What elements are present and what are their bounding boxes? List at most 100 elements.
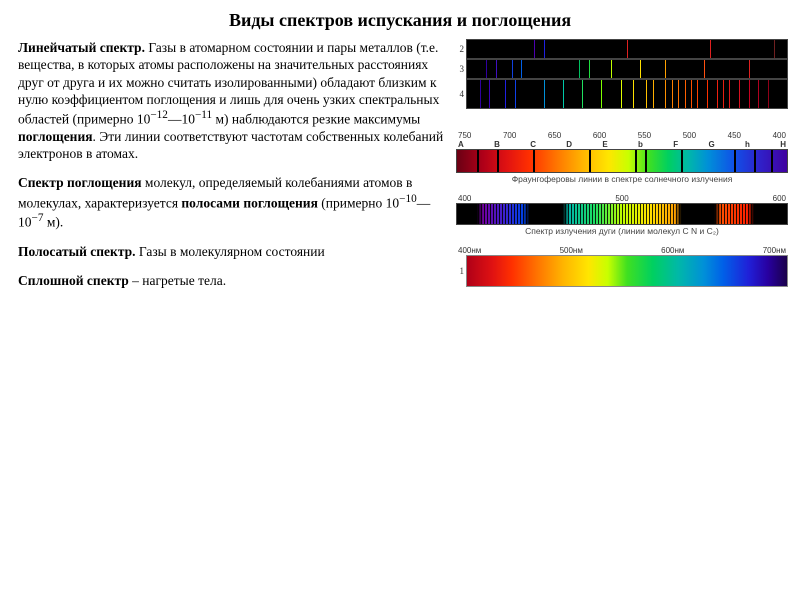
axis-label: 700 xyxy=(503,131,516,140)
spectral-line xyxy=(672,80,673,108)
spectral-line xyxy=(710,40,711,58)
band-spectrum-block: 400 500 600 Спектр излучения дуги (линии м… xyxy=(456,194,788,240)
fraunhofer-letter: b xyxy=(638,140,643,149)
spectral-line xyxy=(717,80,718,108)
axis-label: 400нм xyxy=(458,246,481,255)
spectral-line xyxy=(579,60,580,78)
fraunhofer-letter: F xyxy=(673,140,678,149)
absorption-line xyxy=(681,150,683,172)
axis-label: 600 xyxy=(773,194,786,203)
fraunhofer-letter: G xyxy=(708,140,714,149)
emission-spectrum-row: 4 xyxy=(456,79,788,109)
spectral-line xyxy=(480,80,481,108)
spectral-line xyxy=(691,80,692,108)
spectral-line xyxy=(665,60,666,78)
spectral-line xyxy=(633,80,634,108)
content-row: Линейчатый спектр. Газы в атомарном сост… xyxy=(0,31,800,302)
spectral-line xyxy=(601,80,602,108)
para-line-spectrum: Линейчатый спектр. Газы в атомарном сост… xyxy=(18,39,450,162)
spectral-line xyxy=(653,80,654,108)
emission-spectrum-row: 3 xyxy=(456,59,788,79)
band-caption: Спектр излучения дуги (линии молекул C N… xyxy=(456,226,788,236)
absorption-line xyxy=(533,150,535,172)
spectral-line xyxy=(729,80,730,108)
fraunhofer-letter-axis: ABCDEbFGhH xyxy=(456,140,788,149)
absorption-line xyxy=(589,150,591,172)
absorption-line xyxy=(477,150,479,172)
spectral-line xyxy=(685,80,686,108)
spectral-line xyxy=(749,80,750,108)
emission-spectrum-bar xyxy=(466,59,788,79)
emission-spectra-group: 2 3 4 xyxy=(456,39,788,109)
axis-label: 750 xyxy=(458,131,471,140)
spectral-line xyxy=(627,40,628,58)
spectral-line xyxy=(611,60,612,78)
spectral-line xyxy=(582,80,583,108)
spectral-line xyxy=(707,80,708,108)
axis-label: 600 xyxy=(593,131,606,140)
absorption-line xyxy=(771,150,773,172)
continuous-wavelength-axis: 400нм500нм600нм700нм xyxy=(456,246,788,255)
axis-label: 550 xyxy=(638,131,651,140)
fraunhofer-wavelength-axis: 750 700 650 600 550 500 450 400 xyxy=(456,131,788,140)
spectral-line xyxy=(768,80,769,108)
spectral-line xyxy=(544,40,545,58)
emission-spectrum-bar xyxy=(466,39,788,59)
fraunhofer-letter: A xyxy=(458,140,464,149)
band-spectrum-bar xyxy=(456,203,788,225)
continuous-spectrum-bar xyxy=(466,255,788,287)
fraunhofer-letter: E xyxy=(602,140,607,149)
spectral-line xyxy=(704,60,705,78)
fraunhofer-letter: B xyxy=(494,140,500,149)
absorption-line xyxy=(754,150,756,172)
para-band-spectrum: Полосатый спектр. Газы в молекулярном со… xyxy=(18,243,450,260)
spectral-line xyxy=(646,80,647,108)
spectral-line xyxy=(489,80,490,108)
spectral-line xyxy=(640,60,641,78)
axis-label: 500 xyxy=(615,194,628,203)
emission-spectrum-bar xyxy=(466,79,788,109)
spectral-line xyxy=(486,60,487,78)
fraunhofer-letter: h xyxy=(745,140,750,149)
spectral-line xyxy=(505,80,506,108)
spectral-line xyxy=(665,80,666,108)
absorption-line xyxy=(497,150,499,172)
axis-label: 400 xyxy=(773,131,786,140)
spectral-line xyxy=(749,60,750,78)
page-title: Виды спектров испускания и поглощения xyxy=(0,0,800,31)
fraunhofer-spectrum-bar xyxy=(456,149,788,173)
spectral-line xyxy=(544,80,545,108)
axis-label: 500 xyxy=(683,131,696,140)
axis-label: 700нм xyxy=(763,246,786,255)
spectral-line xyxy=(758,80,759,108)
axis-label: 500нм xyxy=(560,246,583,255)
spectral-line xyxy=(563,80,564,108)
continuous-spectrum-block: 400нм500нм600нм700нм 1 xyxy=(456,246,788,287)
spectral-line xyxy=(496,60,497,78)
spectral-line xyxy=(774,40,775,58)
text-column: Линейчатый спектр. Газы в атомарном сост… xyxy=(18,39,450,302)
axis-label: 650 xyxy=(548,131,561,140)
fraunhofer-block: 750700650600550500450400 ABCDEbFGhH Фрау… xyxy=(456,131,788,188)
spectral-line xyxy=(512,60,513,78)
emission-spectrum-number: 2 xyxy=(456,44,466,54)
fraunhofer-caption: Фраунгоферовы линии в спектре солнечного… xyxy=(456,174,788,184)
absorption-line xyxy=(635,150,637,172)
emission-spectrum-row: 2 xyxy=(456,39,788,59)
spectral-line xyxy=(534,40,535,58)
axis-label: 400 xyxy=(458,194,471,203)
spectra-column: 234 750700650600550500450400 ABCDEbFGhH … xyxy=(456,39,788,302)
spectral-line xyxy=(515,80,516,108)
axis-label: 450 xyxy=(728,131,741,140)
spectral-line xyxy=(739,80,740,108)
fraunhofer-letter: H xyxy=(780,140,786,149)
spectral-line xyxy=(621,80,622,108)
para-continuous: Сплошной спектр – нагретые тела. xyxy=(18,272,450,289)
absorption-line xyxy=(734,150,736,172)
spectral-line xyxy=(521,60,522,78)
spectral-line xyxy=(589,60,590,78)
para-absorption: Спектр поглощения молекул, определяемый … xyxy=(18,174,450,231)
emission-spectrum-number: 4 xyxy=(456,89,466,99)
spectral-line xyxy=(678,80,679,108)
spectral-line xyxy=(697,80,698,108)
